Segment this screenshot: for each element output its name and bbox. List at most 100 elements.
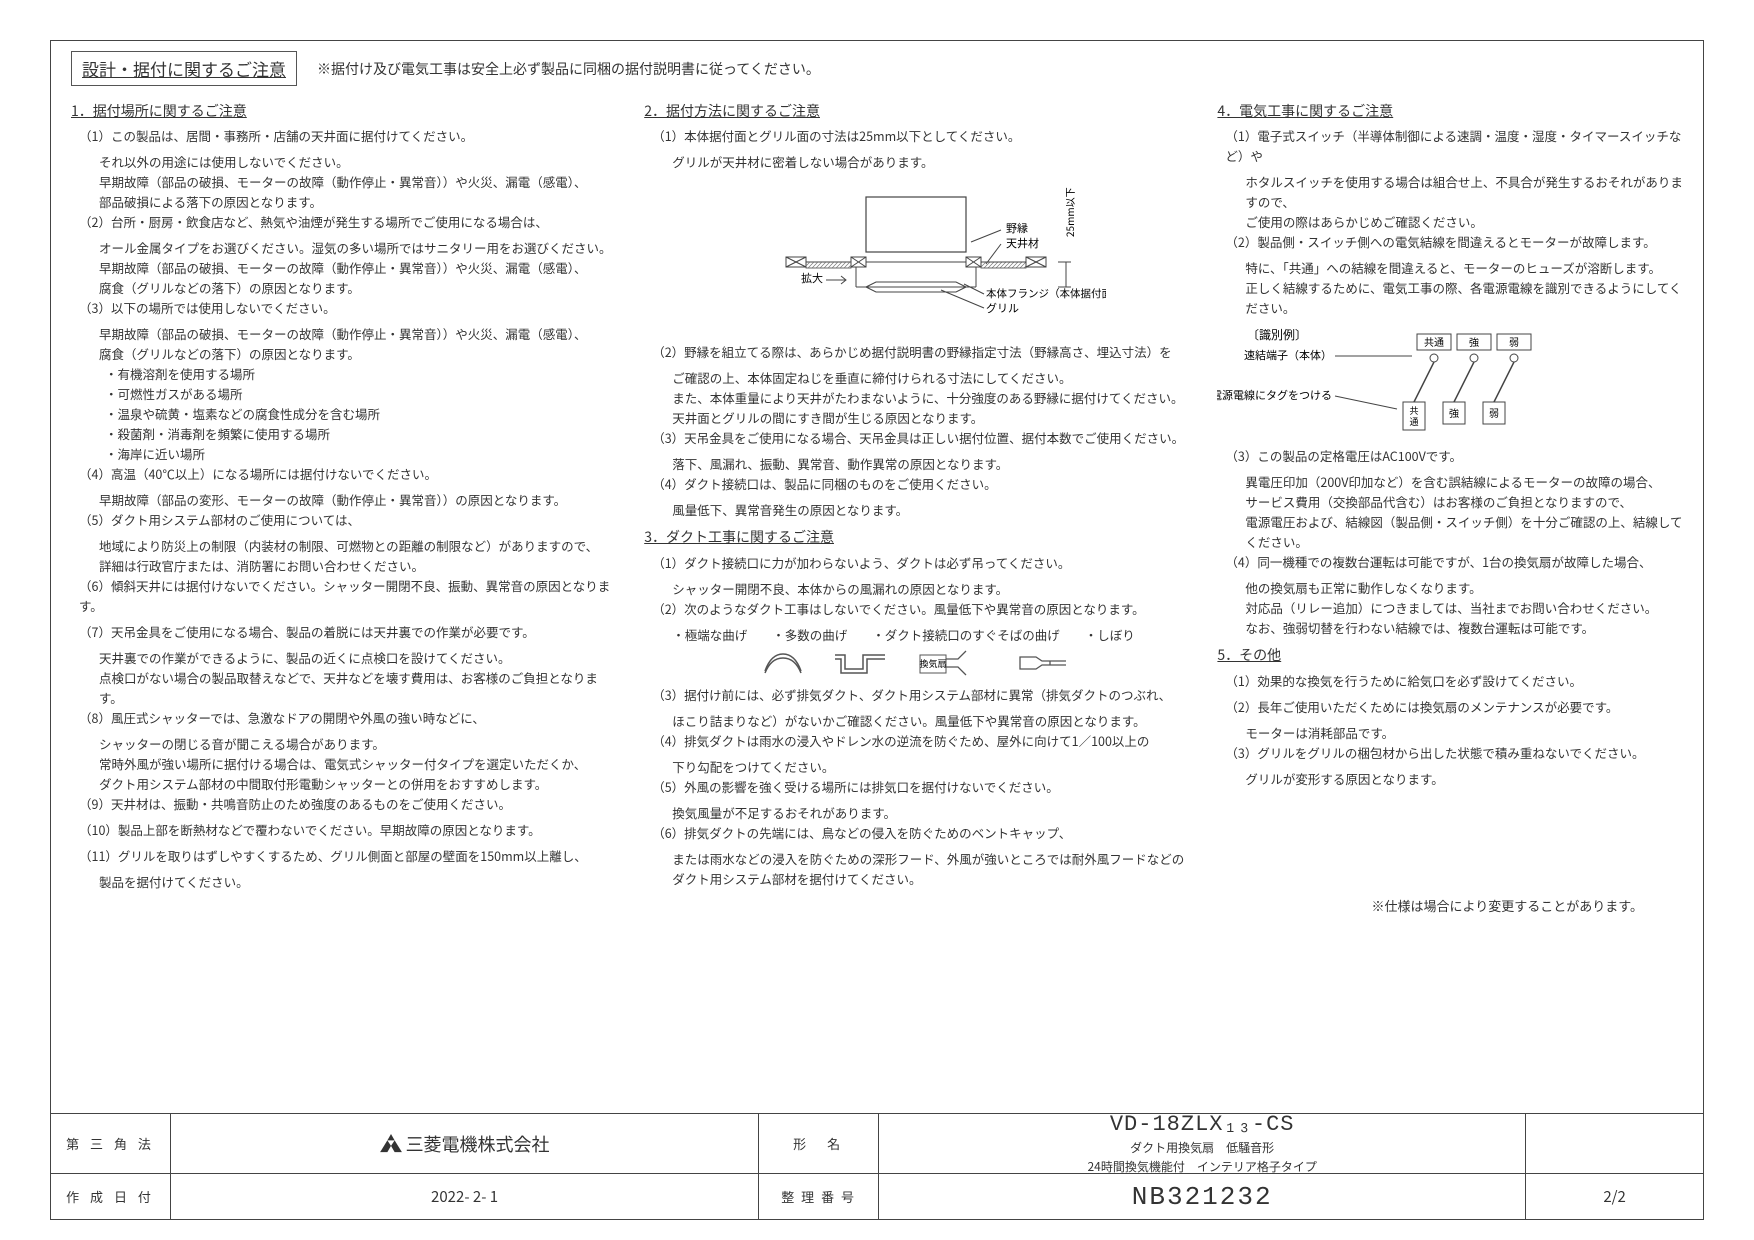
list-subitem: 他の換気扇も正常に動作しなくなります。 (1217, 578, 1683, 598)
list-item: （3）グリルをグリルの梱包材から出した状態で積み重ねないでください。 (1217, 743, 1683, 763)
wiring-diagram: 〔識別例〕 速結端子（本体） 共通 強 弱 共通 強 弱 電源電線にタグをつける (1217, 318, 1683, 446)
model-block: VD-18ZLX₁₃-CS ダクト用換気扇 低騒音形 24時間換気機能付 インテ… (879, 1114, 1525, 1173)
label-zoom: 拡大 (801, 270, 823, 286)
list-subitem: 特に、「共通」への結線を間違えると、モーターのヒューズが溶断します。 (1217, 258, 1683, 278)
svg-text:共通: 共通 (1424, 334, 1444, 349)
list-subitem: 早期故障（部品の変形、モーターの故障（動作停止・異常音））の原因となります。 (71, 490, 614, 510)
list-subitem: モーターは消耗部品です。 (1217, 723, 1683, 743)
company-name: 三菱電機株式会社 (406, 1131, 550, 1157)
content-columns: 1．据付場所に関するご注意 （1）この製品は、居間・事務所・店舗の天井面に据付け… (71, 94, 1683, 892)
bullet-item: ・温泉や硫黄・塩素などの腐食性成分を含む場所 (71, 404, 614, 424)
column-1: 1．据付場所に関するご注意 （1）この製品は、居間・事務所・店舗の天井面に据付け… (71, 94, 614, 892)
svg-text:強: 強 (1469, 334, 1479, 349)
list-subitem: シャッター開閉不良、本体からの風漏れの原因となります。 (644, 579, 1187, 599)
list-subitem: 電源電圧および、結線図（製品側・スイッチ側）を十分ご確認の上、結線してください。 (1217, 512, 1683, 552)
list-item: （1）電子式スイッチ（半導体制御による速調・温度・湿度・タイマースイッチなど）や (1217, 126, 1683, 166)
svg-text:通: 通 (1410, 415, 1419, 428)
list-subitem: それ以外の用途には使用しないでください。 (71, 152, 614, 172)
header: 設計・据付に関するご注意 ※据付け及び電気工事は安全上必ず製品に同梱の据付説明書… (71, 51, 1683, 86)
label-ceiling: 天井材 (1006, 235, 1039, 251)
list-subitem: ホタルスイッチを使用する場合は組合せ上、不具合が発生するおそれがありますので、 (1217, 172, 1683, 212)
list-item: （10）製品上部を断熱材などで覆わないでください。早期故障の原因となります。 (71, 820, 614, 840)
list-subitem: ご確認の上、本体固定ねじを垂直に締付けられる寸法にしてください。 (644, 368, 1187, 388)
list-item: （1）ダクト接続口に力が加わらないよう、ダクトは必ず吊ってください。 (644, 553, 1187, 573)
bullet-item: ・有機溶剤を使用する場所 (71, 364, 614, 384)
bullet-item: ・海岸に近い場所 (71, 444, 614, 464)
bullet-item: ・殺菌剤・消毒剤を頻繁に使用する場所 (71, 424, 614, 444)
list-subitem: 腐食（グリルなどの落下）の原因となります。 (71, 278, 614, 298)
list-item: （4）ダクト接続口は、製品に同梱のものをご使用ください。 (644, 474, 1187, 494)
list-subitem: 地域により防災上の制限（内装材の制限、可燃物との距離の制限など）がありますので、 (71, 536, 614, 556)
list-subitem: ダクト用システム部材の中間取付形電動シャッターとの併用をおすすめします。 (71, 774, 614, 794)
squeeze-icon (1018, 653, 1068, 673)
label-flange: 本体フランジ（本体据付面） (986, 286, 1106, 301)
label-25mm: 25mm以下 (1062, 188, 1077, 238)
list-item: （2）次のようなダクト工事はしないでください。風量低下や異常音の原因となります。 (644, 599, 1187, 619)
svg-text:換気扇: 換気扇 (920, 657, 947, 670)
list-item: （9）天井材は、振動・共鳴音防止のため強度のあるものをご使用ください。 (71, 794, 614, 814)
mitsubishi-logo-icon (380, 1134, 402, 1154)
footer-table: 第 三 角 法 三菱電機株式会社 作 成 日 付 2022- 2- 1 形 名 … (51, 1113, 1703, 1219)
section1-title: 1．据付場所に関するご注意 (71, 100, 614, 122)
list-subitem: ダクト用システム部材を据付けてください。 (644, 869, 1187, 889)
list-subitem: 詳細は行政官庁または、消防署にお問い合わせください。 (71, 556, 614, 576)
list-subitem: ほこり詰まりなど）がないかご確認ください。風量低下や異常音の原因となります。 (644, 711, 1187, 731)
list-subitem: 天井裏での作業ができるように、製品の近くに点検口を設けてください。 (71, 648, 614, 668)
list-subitem: 早期故障（部品の破損、モーターの故障（動作停止・異常音））や火災、漏電（感電）、 (71, 324, 614, 344)
model-desc2: 24時間換気機能付 インテリア格子タイプ (1088, 1158, 1317, 1175)
list-item: （2）長年ご使用いただくためには換気扇のメンテナンスが必要です。 (1217, 697, 1683, 717)
model-number: VD-18ZLX₁₃-CS (1110, 1112, 1295, 1137)
section4-title: 4．電気工事に関するご注意 (1217, 100, 1683, 122)
list-subitem: 正しく結線するために、電気工事の際、各電源電線を識別できるようにしてください。 (1217, 278, 1683, 318)
list-subitem: ご使用の際はあらかじめご確認ください。 (1217, 212, 1683, 232)
list-item: （4）同一機種での複数台運転は可能ですが、1台の換気扇が故障した場合、 (1217, 552, 1683, 572)
svg-text:弱: 弱 (1489, 405, 1499, 420)
list-subitem: 下り勾配をつけてください。 (644, 757, 1187, 777)
list-item: （11）グリルを取りはずしやすくするため、グリル側面と部屋の壁面を150mm以上… (71, 846, 614, 866)
list-item: （2）台所・厨房・飲食店など、熱気や油煙が発生する場所でご使用になる場合は、 (71, 212, 614, 232)
list-subitem: 天井面とグリルの間にすき間が生じる原因となります。 (644, 408, 1187, 428)
list-subitem: 落下、風漏れ、振動、異常音、動作異常の原因となります。 (644, 454, 1187, 474)
list-subitem: オール金属タイプをお選びください。湿気の多い場所ではサニタリー用をお選びください… (71, 238, 614, 258)
bullet-item: ・可燃性ガスがある場所 (71, 384, 614, 404)
list-item: （2）野縁を組立てる際は、あらかじめ据付説明書の野縁指定寸法（野縁高さ、埋込寸法… (644, 342, 1187, 362)
bend-near-icon: 換気扇 (918, 649, 988, 677)
page-number: 2/2 (1526, 1174, 1703, 1219)
mounting-diagram: 野縁 天井材 拡大 本体フランジ（本体据付面） グリル 25mm以下 (644, 172, 1187, 342)
list-subitem: 点検口がない場合の製品取替えなどで、天井などを壊す費用は、お客様のご負担となりま… (71, 668, 614, 708)
list-subitem: 早期故障（部品の破損、モーターの故障（動作停止・異常音））や火災、漏電（感電）、 (71, 172, 614, 192)
list-subitem: 換気風量が不足するおそれがあります。 (644, 803, 1187, 823)
list-item: （3）据付け前には、必ず排気ダクト、ダクト用システム部材に異常（排気ダクトのつぶ… (644, 685, 1187, 705)
list-item: （6）排気ダクトの先端には、鳥などの侵入を防ぐためのベントキャップ、 (644, 823, 1187, 843)
section2-title: 2．据付方法に関するご注意 (644, 100, 1187, 122)
list-item: （4）排気ダクトは雨水の浸入やドレン水の逆流を防ぐため、屋外に向けて1／100以… (644, 731, 1187, 751)
company-cell: 三菱電機株式会社 (171, 1114, 758, 1173)
list-item: （6）傾斜天井には据付けないでください。シャッター開閉不良、振動、異常音の原因と… (71, 576, 614, 616)
list-subitem: 風量低下、異常音発生の原因となります。 (644, 500, 1187, 520)
list-subitem: また、本体重量により天井がたわまないように、十分強度のある野縁に据付けてください… (644, 388, 1187, 408)
label-grille: グリル (986, 300, 1019, 316)
list-subitem: なお、強弱切替を行わない結線では、複数台運転は可能です。 (1217, 618, 1683, 638)
spec-note: ※仕様は場合により変更することがあります。 (71, 896, 1683, 915)
column-2: 2．据付方法に関するご注意 （1）本体据付面とグリル面の寸法は25mm以下として… (644, 94, 1187, 892)
list-subitem: 製品を据付けてください。 (71, 872, 614, 892)
list-subitem: シャッターの閉じる音が聞こえる場合があります。 (71, 734, 614, 754)
list-subitem: サービス費用（交換部品代含む）はお客様のご負担となりますので、 (1217, 492, 1683, 512)
drawing-label: 整 理 番 号 (759, 1174, 879, 1219)
list-item: （8）風圧式シャッターでは、急激なドアの開閉や外風の強い時などに、 (71, 708, 614, 728)
section3-title: 3．ダクト工事に関するご注意 (644, 526, 1187, 548)
list-subitem: 対応品（リレー追加）につきましては、当社までお問い合わせください。 (1217, 598, 1683, 618)
terminal-label: 速結端子（本体） (1244, 347, 1332, 363)
header-note: ※据付け及び電気工事は安全上必ず製品に同梱の据付説明書に従ってください。 (317, 59, 820, 79)
drawing-number: NB321232 (879, 1174, 1525, 1219)
list-item: （1）本体据付面とグリル面の寸法は25mm以下としてください。 (644, 126, 1187, 146)
list-subitem: 部品破損による落下の原因となります。 (71, 192, 614, 212)
model-desc1: ダクト用換気扇 低騒音形 (1130, 1139, 1274, 1156)
section5-title: 5．その他 (1217, 644, 1683, 666)
model-label: 形 名 (759, 1114, 879, 1173)
column-3: 4．電気工事に関するご注意 （1）電子式スイッチ（半導体制御による速調・温度・湿… (1217, 94, 1683, 892)
tag-label: 電源電線にタグをつける (1217, 387, 1332, 403)
duct-icons: 換気扇 (644, 645, 1187, 685)
list-subitem: グリルが変形する原因となります。 (1217, 769, 1683, 789)
main-title: 設計・据付に関するご注意 (71, 51, 297, 86)
